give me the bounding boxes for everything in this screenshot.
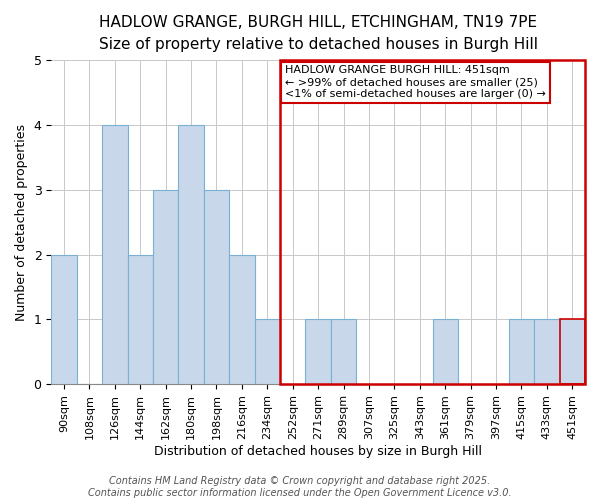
Bar: [204, 190, 229, 384]
Bar: [534, 320, 560, 384]
Bar: [128, 254, 153, 384]
Text: HADLOW GRANGE BURGH HILL: 451sqm
← >99% of detached houses are smaller (25)
<1% : HADLOW GRANGE BURGH HILL: 451sqm ← >99% …: [285, 66, 546, 98]
Bar: [229, 254, 254, 384]
Bar: [178, 125, 204, 384]
Bar: [254, 320, 280, 384]
X-axis label: Distribution of detached houses by size in Burgh Hill: Distribution of detached houses by size …: [154, 444, 482, 458]
Bar: [433, 320, 458, 384]
Y-axis label: Number of detached properties: Number of detached properties: [15, 124, 28, 320]
Bar: [280, 60, 585, 384]
Bar: [51, 254, 77, 384]
Text: Contains HM Land Registry data © Crown copyright and database right 2025.
Contai: Contains HM Land Registry data © Crown c…: [88, 476, 512, 498]
Bar: [560, 320, 585, 384]
Bar: [305, 320, 331, 384]
Bar: [560, 320, 585, 384]
Bar: [102, 125, 128, 384]
Title: HADLOW GRANGE, BURGH HILL, ETCHINGHAM, TN19 7PE
Size of property relative to det: HADLOW GRANGE, BURGH HILL, ETCHINGHAM, T…: [98, 15, 538, 52]
Bar: [509, 320, 534, 384]
Bar: [153, 190, 178, 384]
Bar: [331, 320, 356, 384]
